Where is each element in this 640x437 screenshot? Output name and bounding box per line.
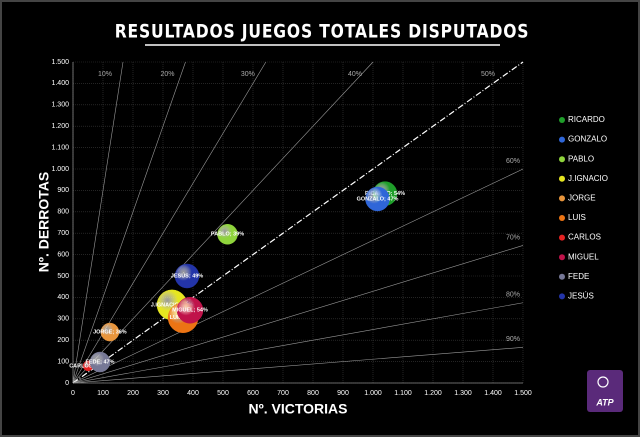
legend-label: CARLOS — [568, 233, 601, 242]
ref-line — [72, 168, 524, 384]
bubble — [176, 296, 204, 324]
bubble — [217, 224, 238, 245]
ref-line-label: 40% — [348, 71, 362, 78]
y-tick-label: 1.000 — [51, 166, 69, 173]
legend-marker — [559, 136, 565, 143]
y-tick-label: 1.200 — [51, 123, 69, 130]
ref-line-label: 20% — [160, 71, 174, 78]
bubble — [100, 322, 120, 342]
x-tick-label: 200 — [127, 390, 139, 397]
ref-line — [72, 61, 124, 384]
x-tick-label: 1.200 — [424, 390, 442, 397]
x-axis-label: Nº. VICTORIAS — [249, 401, 348, 417]
data-label: JESÚS; 49% — [171, 272, 204, 279]
y-tick-label: 600 — [57, 251, 69, 258]
data-label: J.IGNACIO; 58% — [151, 302, 194, 308]
ref-line-label: 50% — [481, 71, 495, 78]
x-tick-label: 400 — [187, 390, 199, 397]
bubble — [174, 263, 200, 289]
x-tick-label: 800 — [307, 390, 319, 397]
y-tick-label: 400 — [57, 294, 69, 301]
legend-marker — [559, 156, 565, 163]
legend-label: FEDE — [568, 272, 589, 281]
x-tick-label: 700 — [277, 390, 289, 397]
x-tick-label: 1.400 — [484, 390, 502, 397]
y-tick-label: 1.500 — [51, 59, 69, 66]
x-tick-label: 1.000 — [364, 390, 382, 397]
y-tick-label: 300 — [57, 316, 69, 323]
parity-line — [72, 61, 524, 384]
legend-marker — [559, 293, 565, 300]
data-label: JORGE; 36% — [93, 330, 127, 336]
legend-label: LUIS — [568, 213, 586, 222]
y-tick-label: 700 — [57, 230, 69, 237]
ref-line — [72, 61, 374, 384]
bubble — [365, 186, 390, 212]
legend-label: JESÚS — [568, 292, 594, 301]
x-tick-label: 300 — [157, 390, 169, 397]
ref-line-label: 10% — [98, 71, 112, 78]
ref-line-label: 90% — [506, 336, 520, 343]
ref-line — [72, 302, 524, 384]
ref-line-label: 70% — [506, 234, 520, 241]
legend-label: GONZALO — [568, 135, 607, 144]
ref-line — [72, 347, 524, 384]
data-label: CARLOS; 48% — [69, 363, 107, 369]
y-tick-label: 500 — [57, 273, 69, 280]
y-tick-label: 1.400 — [51, 80, 69, 87]
y-tick-label: 1.300 — [51, 102, 69, 109]
legend-marker — [559, 234, 565, 241]
y-tick-label: 0 — [65, 380, 69, 387]
x-tick-label: 900 — [337, 390, 349, 397]
x-tick-label: 0 — [71, 390, 75, 397]
y-tick-label: 1.100 — [51, 144, 69, 151]
x-tick-label: 1.500 — [514, 390, 532, 397]
data-label: FEDE; 47% — [85, 359, 114, 365]
y-axis-label: Nº. DERROTAS — [36, 172, 52, 273]
legend-label: PABLO — [568, 154, 594, 163]
legend-label: RICARDO — [568, 115, 605, 124]
legend-marker — [559, 254, 565, 261]
x-tick-label: 100 — [97, 390, 109, 397]
legend-marker — [559, 195, 565, 202]
ref-line — [72, 245, 524, 384]
y-tick-label: 200 — [57, 337, 69, 344]
y-tick-label: 100 — [57, 358, 69, 365]
legend-marker — [559, 273, 565, 280]
legend-label: J.IGNACIO — [568, 174, 608, 183]
data-label: MIGUEL; 54% — [172, 308, 208, 314]
logo-icon — [597, 376, 609, 388]
ref-line-label: 60% — [506, 158, 520, 165]
data-label: GONZALO; 47% — [357, 196, 399, 202]
legend-label: JORGE — [568, 194, 596, 203]
x-tick-label: 500 — [217, 390, 229, 397]
logo — [587, 370, 623, 412]
data-label: PABLO; 39% — [211, 232, 244, 238]
ref-line — [72, 61, 186, 384]
ref-line-label: 80% — [506, 292, 520, 299]
bubble — [89, 351, 111, 373]
x-tick-label: 600 — [247, 390, 259, 397]
x-tick-label: 1.100 — [394, 390, 412, 397]
legend-label: MIGUEL — [568, 252, 599, 261]
legend-marker — [559, 215, 565, 221]
y-tick-label: 900 — [57, 187, 69, 194]
x-tick-label: 1.300 — [454, 390, 472, 397]
ref-line-label: 30% — [241, 71, 255, 78]
legend-marker — [559, 117, 565, 123]
y-tick-label: 800 — [57, 209, 69, 216]
legend-marker — [559, 175, 565, 182]
chart-title: RESULTADOS JUEGOS TOTALES DISPUTADOS — [115, 21, 530, 43]
logo-text: ATP — [595, 397, 614, 407]
